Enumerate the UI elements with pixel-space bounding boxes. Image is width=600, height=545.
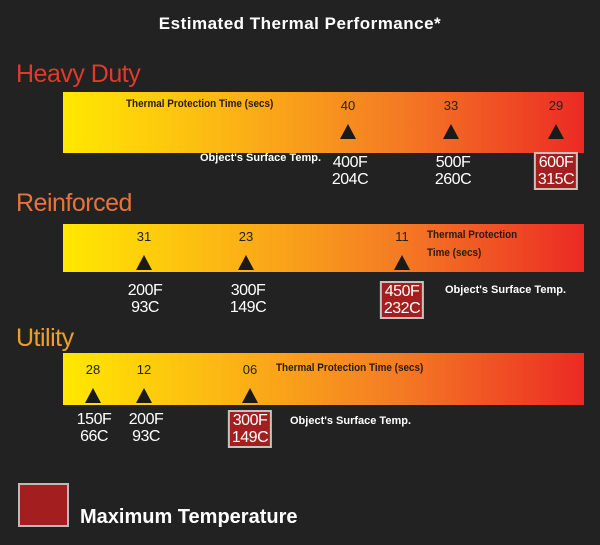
temp-value: 200F 93C bbox=[127, 282, 163, 316]
time-value: 28 bbox=[85, 362, 101, 377]
time-label: Thermal Protection Time (secs) bbox=[276, 362, 424, 374]
marker-triangle bbox=[136, 255, 152, 270]
legend-max-temp-swatch bbox=[18, 483, 69, 527]
max-temp-value: 450F 232C bbox=[379, 281, 425, 319]
time-value: 06 bbox=[242, 362, 258, 377]
time-value: 31 bbox=[136, 229, 152, 244]
temp-value: 200F 93C bbox=[128, 411, 164, 445]
marker-triangle bbox=[136, 388, 152, 403]
time-value: 23 bbox=[238, 229, 254, 244]
marker-triangle bbox=[443, 124, 459, 139]
heading-utility: Utility bbox=[16, 324, 74, 352]
gradient-bar-heavy-duty bbox=[63, 92, 584, 153]
time-value: 12 bbox=[136, 362, 152, 377]
temp-value: 300F 149C bbox=[229, 282, 267, 316]
marker-triangle bbox=[340, 124, 356, 139]
marker-triangle bbox=[394, 255, 410, 270]
heading-reinforced: Reinforced bbox=[16, 189, 132, 217]
time-label: Thermal Protection Time (secs) bbox=[126, 98, 274, 110]
chart-title: Estimated Thermal Performance* bbox=[158, 14, 442, 33]
surface-temp-label: Object's Surface Temp. bbox=[290, 415, 412, 427]
surface-temp-label: Object's Surface Temp. bbox=[445, 284, 567, 296]
max-temp-value: 300F 149C bbox=[227, 410, 273, 448]
surface-temp-label: Object's Surface Temp. bbox=[200, 152, 322, 164]
max-temp-value: 600F 315C bbox=[533, 152, 579, 190]
legend-label: Maximum Temperature bbox=[80, 506, 298, 528]
temp-value: 400F 204C bbox=[331, 154, 369, 188]
heading-heavy-duty: Heavy Duty bbox=[16, 60, 141, 88]
time-value: 29 bbox=[548, 98, 564, 113]
temp-value: 150F 66C bbox=[76, 411, 112, 445]
marker-triangle bbox=[242, 388, 258, 403]
time-value: 33 bbox=[443, 98, 459, 113]
marker-triangle bbox=[238, 255, 254, 270]
temp-value: 500F 260C bbox=[434, 154, 472, 188]
time-value: 11 bbox=[395, 229, 409, 244]
time-label-line2: Time (secs) bbox=[427, 247, 482, 259]
time-value: 40 bbox=[340, 98, 356, 113]
time-label-line1: Thermal Protection bbox=[427, 229, 518, 241]
marker-triangle bbox=[85, 388, 101, 403]
marker-triangle bbox=[548, 124, 564, 139]
